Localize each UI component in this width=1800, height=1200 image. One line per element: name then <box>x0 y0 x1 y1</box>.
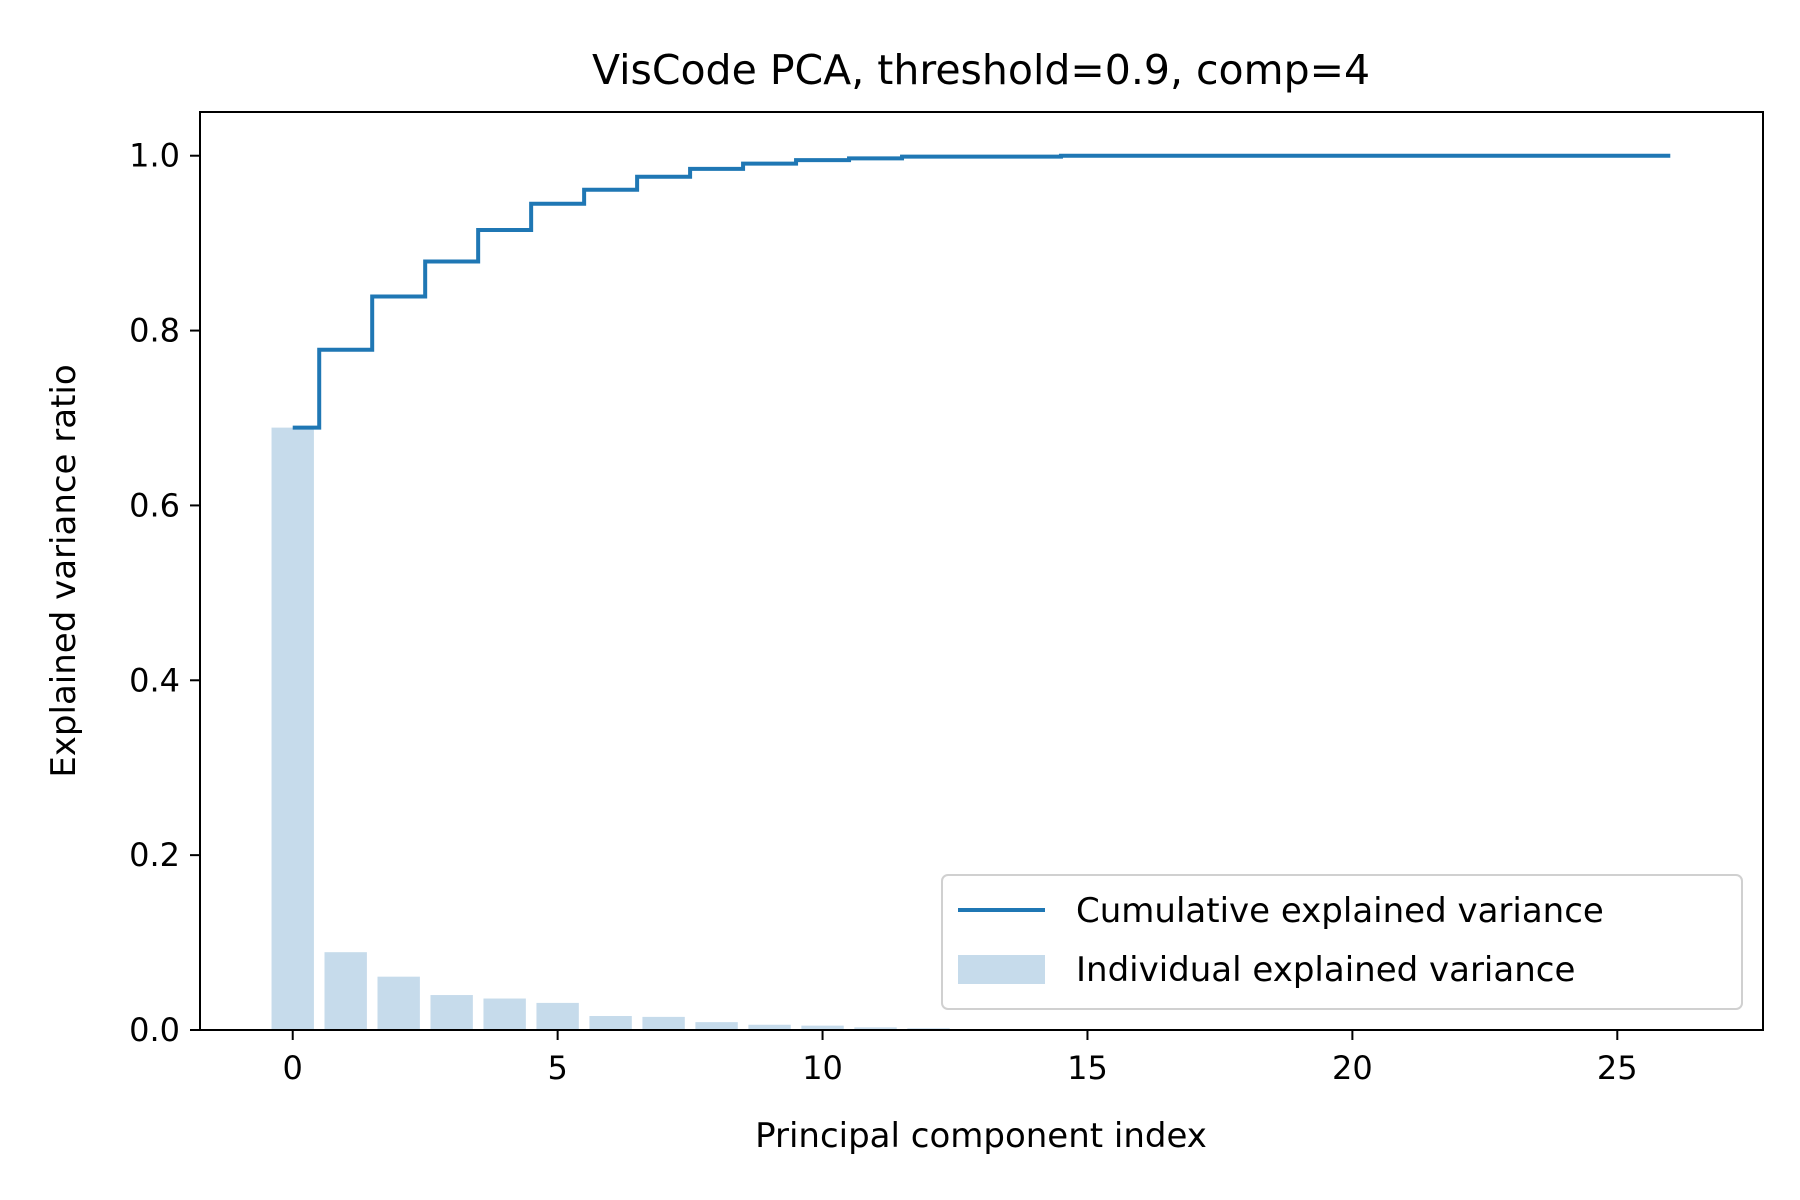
chart-title: VisCode PCA, threshold=0.9, comp=4 <box>592 46 1370 94</box>
x-axis: 0 5 10 15 20 25 <box>283 1030 1638 1087</box>
bar-5 <box>536 1002 579 1030</box>
y-axis-title: Explained variance ratio <box>44 364 84 777</box>
plot-frame <box>199 111 1764 1031</box>
bar-0 <box>271 427 314 1030</box>
x-tick-label-20: 20 <box>1332 1049 1373 1087</box>
cumulative-line <box>292 153 1671 430</box>
y-tick-label-0.4: 0.4 <box>129 661 180 699</box>
bar-4 <box>483 998 526 1030</box>
legend: Cumulative explained variance Individual… <box>941 874 1743 1010</box>
legend-box <box>941 874 1743 1010</box>
bar-10 <box>801 1025 844 1030</box>
bar-9 <box>748 1024 791 1030</box>
legend-bar-swatch <box>958 955 1045 984</box>
y-tick-label-0.0: 0.0 <box>129 1011 180 1049</box>
bar-7 <box>642 1016 685 1030</box>
legend-label-individual: Individual explained variance <box>1076 950 1575 990</box>
x-axis-title: Principal component index <box>755 1116 1207 1156</box>
legend-label-cumulative: Cumulative explained variance <box>1076 891 1604 931</box>
bar-11 <box>854 1027 897 1030</box>
x-tick-label-25: 25 <box>1597 1049 1638 1087</box>
bar-1 <box>324 952 367 1030</box>
y-tick-label-0.6: 0.6 <box>129 486 180 524</box>
y-tick-label-1.0: 1.0 <box>129 137 180 175</box>
cumulative-series <box>292 153 1671 430</box>
bar-2 <box>377 976 420 1030</box>
x-tick-label-15: 15 <box>1067 1049 1108 1087</box>
y-tick-label-0.8: 0.8 <box>129 312 180 350</box>
bar-8 <box>695 1022 738 1030</box>
x-tick-label-10: 10 <box>802 1049 843 1087</box>
bar-6 <box>589 1016 632 1030</box>
x-tick-label-0: 0 <box>283 1049 303 1087</box>
y-axis: 0.0 0.2 0.4 0.6 0.8 1.0 <box>129 137 200 1049</box>
x-tick-label-5: 5 <box>547 1049 567 1087</box>
y-tick-label-0.2: 0.2 <box>129 836 180 874</box>
bar-3 <box>430 995 473 1030</box>
